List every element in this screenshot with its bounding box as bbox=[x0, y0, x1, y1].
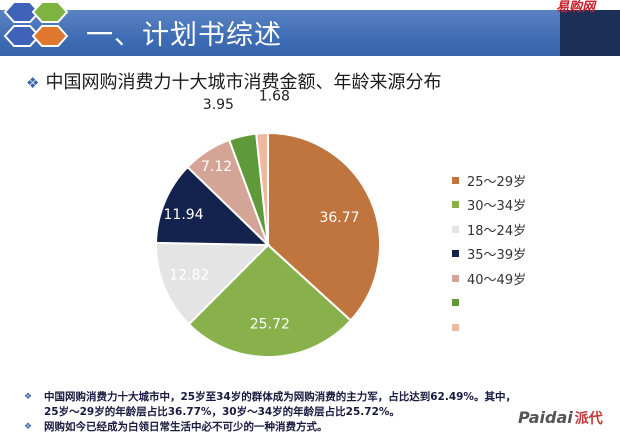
legend-item: 25～29岁 bbox=[452, 168, 526, 193]
pie-slice bbox=[267, 131, 381, 322]
pie-slice bbox=[187, 243, 353, 358]
header-band bbox=[0, 10, 560, 56]
legend-label: 40～49岁 bbox=[467, 272, 527, 288]
legend-swatch bbox=[452, 201, 459, 209]
legend-swatch bbox=[452, 299, 459, 307]
footer-note-1: ❖ 中国网购消费力十大城市中，25岁至34岁的群体成为网购消费的主力军，占比达到… bbox=[24, 390, 584, 420]
subtitle-text: 中国网购消费力十大城市消费金额、年龄来源分布 bbox=[45, 72, 442, 93]
footer-line: 中国网购消费力十大城市中，25岁至34岁的群体成为网购消费的主力军，占比达到62… bbox=[44, 391, 516, 403]
header-right-block bbox=[560, 10, 620, 56]
pie-value-label: 3.95 bbox=[203, 97, 234, 113]
footer-line: 网购如今已经成为白领日常生活中必不可少的一种消费方式。 bbox=[44, 421, 328, 433]
legend-label: 30～34岁 bbox=[467, 199, 527, 215]
footer-notes: ❖ 中国网购消费力十大城市中，25岁至34岁的群体成为网购消费的主力军，占比达到… bbox=[24, 390, 584, 435]
legend-swatch bbox=[452, 274, 459, 282]
hexagon-decoration-icon bbox=[3, 1, 69, 47]
slide-header: 一、计划书综述 bbox=[0, 0, 620, 56]
footer-line: 25岁～29岁的年龄层占比36.77%，30岁～34岁的年龄层占比25.72%。 bbox=[44, 406, 400, 418]
pie-value-label: 11.94 bbox=[164, 207, 204, 223]
footer-note-2: ❖ 网购如今已经成为白领日常生活中必不可少的一种消费方式。 bbox=[24, 420, 584, 435]
pie-value-label: 7.12 bbox=[201, 159, 232, 175]
legend-swatch bbox=[452, 225, 459, 233]
legend-swatch bbox=[452, 323, 459, 331]
legend-item: 40～49岁 bbox=[452, 266, 526, 291]
chart-legend: 25～29岁 30～34岁 18～24岁 35～39岁 40～49岁 bbox=[452, 168, 526, 340]
hexagon-green-icon bbox=[31, 1, 69, 23]
legend-item: 35～39岁 bbox=[452, 242, 526, 267]
legend-label: 35～39岁 bbox=[467, 248, 527, 264]
diamond-bullet-icon: ❖ bbox=[24, 392, 33, 402]
legend-swatch bbox=[452, 250, 459, 258]
hexagon-orange-icon bbox=[31, 25, 69, 47]
diamond-bullet-icon: ❖ bbox=[24, 422, 33, 432]
legend-item: 30～34岁 bbox=[452, 193, 526, 218]
pie-value-label: 36.77 bbox=[319, 210, 359, 226]
legend-label: 18～24岁 bbox=[467, 223, 527, 239]
paidai-watermark: Paidai 派代 bbox=[518, 408, 603, 428]
pie-value-label: 25.72 bbox=[250, 316, 290, 332]
watermark-cn: 派代 bbox=[574, 411, 603, 427]
legend-swatch bbox=[452, 176, 459, 184]
page-title: 一、计划书综述 bbox=[86, 20, 282, 51]
pie-slice bbox=[255, 131, 269, 246]
legend-label: 25～29岁 bbox=[467, 174, 527, 190]
brand-logo: 易购网 bbox=[556, 0, 596, 15]
chart-subtitle: ❖ 中国网购消费力十大城市消费金额、年龄来源分布 bbox=[26, 68, 441, 94]
watermark-latin: Paidai bbox=[518, 408, 573, 427]
pie-value-label: 1.68 bbox=[259, 89, 290, 105]
pie-value-label: 12.82 bbox=[169, 267, 209, 283]
pie-slice bbox=[155, 165, 271, 247]
pie-slice bbox=[155, 241, 271, 326]
legend-item: 18～24岁 bbox=[452, 217, 526, 242]
legend-item bbox=[452, 291, 526, 316]
diamond-bullet-icon: ❖ bbox=[26, 74, 40, 92]
legend-item bbox=[452, 315, 526, 340]
